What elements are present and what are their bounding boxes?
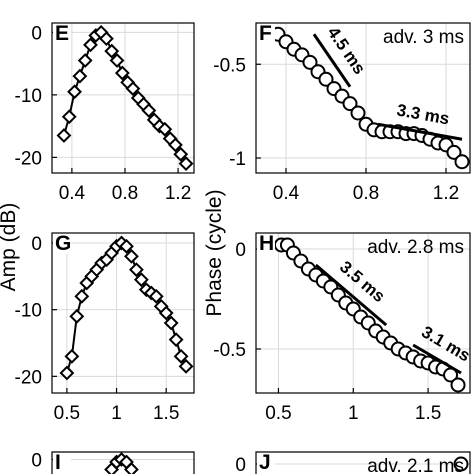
x-tick-label-e-0: 0.4 <box>59 183 86 204</box>
data-point-g-12 <box>119 238 134 254</box>
data-point-e-22 <box>173 146 189 162</box>
x-tick-label-h-0: 0.5 <box>265 403 291 424</box>
panel-j: 0 adv. 2.1 ms J <box>235 451 471 474</box>
axes-frame-g <box>51 232 195 394</box>
data-point-e-13 <box>125 81 141 97</box>
x-tick-label-e-1: 0.8 <box>112 183 138 204</box>
annotation-f: adv. 3 ms <box>383 27 464 48</box>
data-point-f-23 <box>446 144 462 160</box>
x-tick-label-e-2: 1.2 <box>165 183 191 204</box>
y-tick-label-f-0: -0.5 <box>213 55 246 76</box>
amp-ylabel: Amp (dB) <box>0 203 20 292</box>
data-point-e-10 <box>109 53 125 68</box>
y-tick-label-j-0: 0 <box>235 455 246 474</box>
axes-frame-f <box>255 22 471 174</box>
data-point-g-22 <box>168 332 184 348</box>
x-tick-label-g-1: 1 <box>111 403 122 424</box>
x-tick-label-f-1: 0.8 <box>353 183 379 204</box>
data-point-g-24 <box>178 358 194 374</box>
x-tick-label-f-2: 1.2 <box>433 183 459 204</box>
x-tick-label-g-0: 0.5 <box>54 403 80 424</box>
data-point-g-13 <box>124 248 139 264</box>
data-point-e-4 <box>77 53 93 68</box>
slope-line-f-1 <box>377 122 463 141</box>
data-point-e-8 <box>98 31 114 47</box>
data-point-e-11 <box>114 65 130 81</box>
y-tick-label-g-2: -20 <box>15 367 42 388</box>
slope-line-h-0 <box>314 263 388 327</box>
data-point-f-10 <box>342 96 358 112</box>
y-tick-label-e-2: -20 <box>15 148 42 169</box>
data-point-g-3 <box>74 288 90 304</box>
slope-line-f-0 <box>312 33 352 88</box>
data-point-e-21 <box>168 137 183 153</box>
data-point-g-15 <box>133 272 149 288</box>
slope-label-f-1: 3.3 ms <box>395 101 450 129</box>
panel-letter-h: H <box>259 232 274 255</box>
y-tick-label-h-1: -0.5 <box>213 340 246 361</box>
data-point-f-11 <box>350 105 366 121</box>
panel-letter-j: J <box>259 451 271 474</box>
panel-letter-f: F <box>259 22 272 45</box>
y-tick-label-g-0: 0 <box>31 234 42 255</box>
y-tick-label-e-0: 0 <box>31 23 42 44</box>
panel-letter-bg-h <box>257 234 275 254</box>
phase-ylabel: Phase (cycle) <box>203 189 226 316</box>
x-tick-label-h-2: 1.5 <box>415 403 441 424</box>
data-point-e-23 <box>178 156 194 172</box>
panel-letter-bg-i <box>53 453 71 473</box>
y-tick-label-e-1: -10 <box>15 86 42 107</box>
data-point-g-0 <box>59 365 75 381</box>
data-point-e-1 <box>61 109 77 125</box>
axes-frame-i <box>51 451 195 474</box>
data-point-g-2 <box>69 308 85 324</box>
panel-g: 0.5 1 1.5 0 -10 -20 G <box>15 232 195 424</box>
data-point-e-5 <box>83 37 98 53</box>
data-point-e-16 <box>141 103 157 118</box>
y-tick-label-i-0: 0 <box>31 451 42 472</box>
data-point-e-3 <box>72 68 88 84</box>
axes-frame-e <box>51 22 195 174</box>
panel-f: 0.4 0.8 1.2 -0.5 -1 4.5 ms 3.3 ms adv. 3 ms F <box>213 22 471 204</box>
data-point-g-21 <box>163 315 179 331</box>
data-point-i-4 <box>124 462 139 474</box>
y-tick-label-g-1: -10 <box>15 301 42 322</box>
panel-letter-i: I <box>55 451 61 474</box>
x-tick-label-g-2: 1.5 <box>153 403 179 424</box>
data-point-e-9 <box>104 43 120 59</box>
slope-line-h-1 <box>412 343 462 375</box>
panel-letter-g: G <box>55 232 71 255</box>
annotation-h: adv. 2.8 ms <box>367 237 464 258</box>
data-point-e-0 <box>56 128 72 143</box>
data-point-f-24 <box>454 154 470 170</box>
axes-frame-h <box>255 232 471 394</box>
panel-letter-e: E <box>55 22 69 45</box>
x-tick-label-f-0: 0.4 <box>273 183 300 204</box>
data-point-h-24 <box>450 377 466 393</box>
data-point-g-18 <box>148 288 164 304</box>
panel-letter-bg-f <box>257 24 275 44</box>
y-tick-label-f-1: -1 <box>229 149 246 170</box>
data-point-g-14 <box>128 262 144 278</box>
x-tick-label-h-1: 1 <box>348 403 359 424</box>
panel-letter-bg-g <box>53 234 71 254</box>
data-point-f-5 <box>302 54 318 70</box>
data-point-e-2 <box>67 84 82 100</box>
panel-e: 0.4 0.8 1.2 0 -10 -20 E <box>15 22 195 204</box>
panel-letter-bg-e <box>53 24 71 44</box>
data-point-f-7 <box>318 71 334 87</box>
y-tick-label-h-0: 0 <box>235 240 246 261</box>
slope-label-f-0: 4.5 ms <box>324 23 370 77</box>
axes-frame-j <box>255 451 471 474</box>
panel-letter-bg-j <box>257 453 275 473</box>
data-point-j-0 <box>453 456 469 472</box>
data-point-g-1 <box>64 348 80 364</box>
data-point-g-20 <box>158 305 174 321</box>
data-point-g-23 <box>173 348 189 364</box>
annotation-j: adv. 2.1 ms <box>367 456 464 474</box>
data-point-e-19 <box>157 121 173 137</box>
